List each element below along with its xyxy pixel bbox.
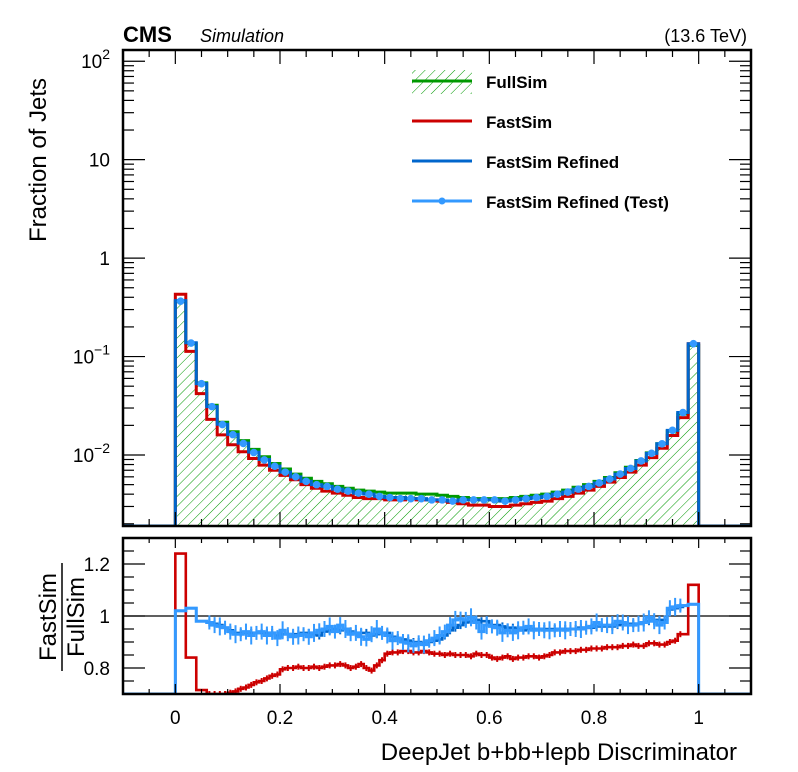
fastsim-refined-test-point bbox=[605, 475, 614, 483]
fastsim-refined-test-point bbox=[407, 494, 415, 503]
fastsim-refined-test-point bbox=[553, 490, 562, 498]
fastsim-refined-ratio-line bbox=[123, 603, 751, 694]
fastsim-refined-test-point bbox=[490, 496, 499, 504]
main-plot-area bbox=[123, 292, 751, 526]
main-y-tick-label-base: 10 bbox=[81, 52, 102, 73]
fastsim-refined-test-point bbox=[260, 456, 269, 464]
fastsim-refined-test-point bbox=[532, 493, 541, 502]
x-tick-label: 0 bbox=[170, 708, 181, 729]
ratio-axes: 0.8 1 1.2 0 0.2 0.4 0.6 0.8 1 bbox=[84, 536, 753, 729]
fastsim-refined-test-point bbox=[291, 473, 300, 481]
legend-item-fastsim: FastSim bbox=[412, 113, 552, 132]
legend-marker-fastsim-refined-test bbox=[438, 197, 446, 205]
main-y-tick-label-exponent: −2 bbox=[94, 440, 110, 456]
fastsim-refined-test-ratio-line bbox=[123, 602, 751, 694]
main-y-tick-label-base: 10 bbox=[73, 446, 94, 467]
fastsim-refined-test-point bbox=[679, 408, 687, 417]
fastsim-refined-test-point bbox=[333, 485, 342, 493]
fastsim-refined-test-point bbox=[270, 462, 279, 470]
legend-label-fastsim-refined-test: FastSim Refined (Test) bbox=[486, 193, 669, 212]
simulation-label: Simulation bbox=[200, 26, 284, 46]
fastsim-refined-test-point bbox=[229, 430, 237, 439]
fastsim-refined-test-point bbox=[689, 339, 698, 348]
legend-item-fastsim-refined: FastSim Refined bbox=[412, 153, 619, 172]
main-y-tick-label-exponent: 2 bbox=[102, 46, 110, 62]
ratio-plot-area bbox=[123, 552, 751, 694]
fastsim-refined-test-point bbox=[438, 496, 447, 504]
main-y-tick-label: 10 bbox=[89, 151, 110, 172]
fastsim-refined-test-point bbox=[239, 439, 248, 448]
fastsim-refined-test-point bbox=[323, 482, 331, 491]
fastsim-refined-test-point bbox=[647, 449, 656, 458]
fastsim-refined-test-point bbox=[396, 494, 405, 503]
fastsim-refined-test-point bbox=[312, 480, 321, 489]
x-axis-label: DeepJet b+bb+lepb Discriminator bbox=[381, 739, 737, 766]
fastsim-refined-test-point bbox=[281, 468, 290, 476]
fastsim-refined-test-point bbox=[658, 439, 666, 448]
y-axis-label: Fraction of Jets bbox=[25, 78, 52, 242]
fastsim-refined-test-point bbox=[511, 496, 520, 504]
main-y-tick-label: 102 bbox=[81, 46, 110, 73]
energy-label: (13.6 TeV) bbox=[664, 26, 747, 46]
fastsim-refined-test-point bbox=[218, 420, 227, 429]
fastsim-refined-test-point bbox=[250, 448, 258, 457]
fastsim-refined-test-point bbox=[480, 496, 488, 504]
ratio-y-label-denominator: FullSim bbox=[63, 577, 90, 657]
fastsim-refined-test-point bbox=[595, 479, 604, 487]
main-y-tick-label-exponent: −1 bbox=[94, 342, 110, 358]
ratio-y-axis-label: FastSim FullSim bbox=[35, 563, 90, 671]
legend-item-fastsim-refined-test: FastSim Refined (Test) bbox=[412, 193, 669, 212]
legend-item-fullsim: FullSim bbox=[412, 70, 547, 94]
x-tick-label: 0.8 bbox=[581, 708, 607, 729]
fastsim-refined-test-point bbox=[197, 379, 206, 388]
fastsim-refined-test-point bbox=[302, 477, 310, 486]
fastsim-refined-test-point bbox=[574, 485, 583, 493]
main-y-tick-label: 1 bbox=[99, 249, 110, 270]
fastsim-refined-test-point bbox=[637, 457, 645, 465]
fastsim-refined-test-point bbox=[365, 490, 373, 498]
ratio-y-tick-label: 0.8 bbox=[84, 659, 110, 680]
fastsim-refined-test-point bbox=[584, 482, 593, 491]
main-y-tick-label-base: 10 bbox=[73, 348, 94, 369]
fastsim-refined-test-point bbox=[522, 494, 530, 503]
fastsim-refined-test-point bbox=[386, 493, 394, 502]
fastsim-refined-test-point bbox=[354, 489, 363, 497]
fastsim-refined-test-point bbox=[427, 496, 436, 504]
main-y-tick-label-base: 10 bbox=[89, 151, 110, 172]
fastsim-refined-test-point bbox=[543, 492, 551, 501]
cms-label: CMS bbox=[123, 22, 172, 47]
fullsim-hatch-fill bbox=[175, 301, 699, 526]
ratio-y-tick-label: 1.2 bbox=[84, 555, 110, 576]
fastsim-refined-test-point bbox=[375, 492, 384, 501]
main-y-tick-label: 10−1 bbox=[73, 342, 110, 369]
legend-label-fullsim: FullSim bbox=[486, 73, 547, 92]
fastsim-refined-test-point bbox=[344, 487, 352, 495]
fastsim-refined-test-point bbox=[187, 339, 195, 347]
fastsim-refined-test-point bbox=[668, 426, 677, 435]
fastsim-refined-test-point bbox=[469, 496, 478, 504]
legend-label-fastsim-refined: FastSim Refined bbox=[486, 153, 619, 172]
legend-label-fastsim: FastSim bbox=[486, 113, 552, 132]
fastsim-refined-test-point bbox=[501, 497, 509, 505]
fastsim-refined-test-point bbox=[176, 297, 185, 305]
fastsim-refined-test-point bbox=[626, 464, 635, 473]
x-tick-label: 0.6 bbox=[476, 708, 502, 729]
fastsim-refined-test-point bbox=[616, 470, 624, 478]
ratio-y-tick-label: 1 bbox=[99, 607, 110, 628]
ratio-y-label-numerator: FastSim bbox=[35, 573, 62, 661]
x-tick-label: 0.2 bbox=[267, 708, 293, 729]
main-y-tick-label: 10−2 bbox=[73, 440, 110, 467]
legend: FullSim FastSim FastSim Refined FastSim … bbox=[412, 70, 669, 212]
fastsim-refined-test-point bbox=[208, 402, 216, 411]
fastsim-refined-test-point bbox=[417, 494, 426, 503]
fastsim-refined-test-point bbox=[564, 488, 572, 496]
x-tick-label: 1 bbox=[693, 708, 704, 729]
fastsim-refined-test-point bbox=[448, 497, 457, 505]
fastsim-refined-test-point bbox=[459, 496, 467, 504]
x-tick-label: 0.4 bbox=[371, 708, 398, 729]
main-y-tick-label-base: 1 bbox=[99, 249, 110, 270]
